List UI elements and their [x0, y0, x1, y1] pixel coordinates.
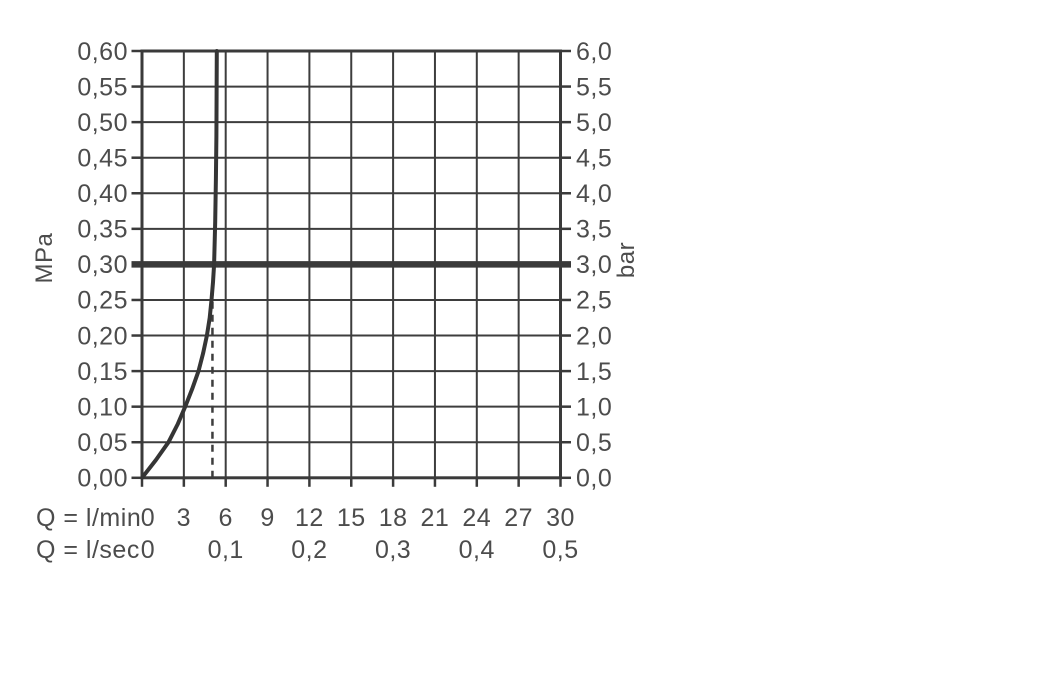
left-axis-tick-label: 0,25 [77, 287, 128, 315]
x-axis-lmin-tick-label: 18 [379, 504, 408, 532]
x-axis-lmin-tick-label: 21 [421, 504, 450, 532]
x-axis-lmin-tick-label: 24 [462, 504, 491, 532]
x-axis-lmin-tick-label: 6 [218, 504, 232, 532]
left-axis-tick-label: 0,60 [77, 38, 128, 66]
right-axis-tick-label: 5,0 [576, 109, 612, 137]
right-axis-tick-label: 1,5 [576, 358, 612, 386]
x-axis-lmin-tick-label: 15 [337, 504, 366, 532]
left-axis-tick-label: 0,55 [77, 73, 128, 101]
right-axis-tick-label: 2,5 [576, 287, 612, 315]
right-axis-tick-label: 5,5 [576, 73, 612, 101]
flow-curve [140, 49, 219, 480]
left-axis-tick-label: 0,00 [77, 465, 128, 493]
left-axis-tick-label: 0,15 [77, 358, 128, 386]
right-axis-tick-label: 4,5 [576, 144, 612, 172]
left-axis-tick-label: 0,10 [77, 393, 128, 421]
x-axis-lmin-tick-label: 3 [177, 504, 191, 532]
left-axis-tick-label: 0,30 [77, 251, 128, 279]
right-axis-tick-label: 0,5 [576, 429, 612, 457]
x-axis-lmin-row-label: Q = l/min [36, 504, 141, 532]
x-axis-lsec-tick-label: 0,3 [375, 536, 411, 564]
left-axis-tick-label: 0,05 [77, 429, 128, 457]
left-axis-tick-label: 0,20 [77, 322, 128, 350]
x-axis-lsec-tick-label: 0,5 [542, 536, 578, 564]
right-axis-tick-label: 0,0 [576, 465, 612, 493]
x-axis-lsec-row-label: Q = l/sec [36, 536, 140, 564]
x-axis-lsec-tick-label: 0,4 [459, 536, 495, 564]
right-axis-tick-label: 3,0 [576, 251, 612, 279]
x-axis-lsec-tick-label: 0,1 [208, 536, 244, 564]
right-axis-tick-label: 1,0 [576, 393, 612, 421]
x-axis-lsec-tick-label: 0 [141, 536, 155, 564]
x-axis-lsec-tick-label: 0,2 [291, 536, 327, 564]
x-axis-lmin-tick-label: 9 [260, 504, 274, 532]
x-axis-lmin-tick-label: 0 [141, 504, 155, 532]
right-axis-tick-label: 6,0 [576, 38, 612, 66]
left-axis-tick-label: 0,40 [77, 180, 128, 208]
right-axis-tick-label: 3,5 [576, 216, 612, 244]
y-axis-right-title: bar [613, 242, 640, 278]
x-axis-lmin-tick-label: 12 [295, 504, 324, 532]
y-axis-left-title: MPa [31, 232, 58, 283]
right-axis-tick-label: 4,0 [576, 180, 612, 208]
left-axis-tick-label: 0,45 [77, 144, 128, 172]
x-axis-lmin-tick-label: 30 [546, 504, 575, 532]
left-axis-tick-label: 0,35 [77, 216, 128, 244]
right-axis-tick-label: 2,0 [576, 322, 612, 350]
left-axis-tick-label: 0,50 [77, 109, 128, 137]
x-axis-lmin-tick-label: 27 [504, 504, 533, 532]
